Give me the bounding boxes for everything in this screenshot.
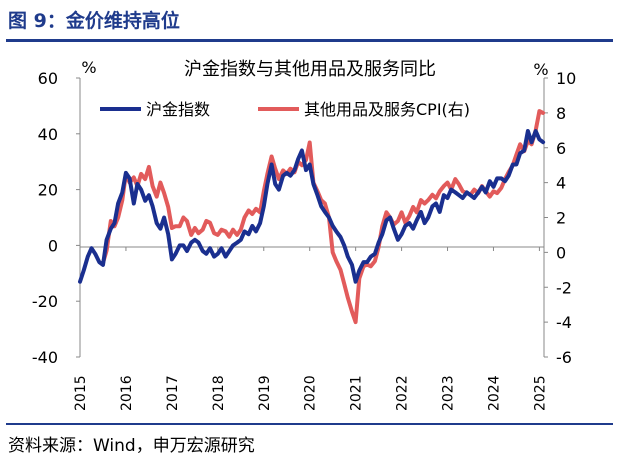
x-tick-label: 2018 [211, 375, 227, 411]
legend-label-cpi: 其他用品及服务CPI(右) [304, 100, 470, 119]
right-tick-label: -4 [556, 313, 572, 332]
right-tick-label: 10 [556, 69, 576, 88]
right-axis-unit: % [533, 60, 548, 79]
series-line-other-cpi [101, 109, 546, 325]
right-tick-label: -2 [556, 278, 572, 297]
x-tick-label: 2025 [532, 375, 548, 411]
x-tick-label: 2023 [441, 375, 457, 411]
left-tick-label: -20 [32, 292, 58, 311]
left-tick-label: 60 [38, 69, 58, 88]
right-tick-label: -6 [556, 348, 572, 367]
x-tick-label: 2015 [73, 375, 89, 411]
x-tick-label: 2017 [165, 375, 181, 411]
right-tick-label: 4 [556, 174, 566, 193]
left-axis-unit: % [81, 58, 96, 77]
right-tick-label: 2 [556, 209, 566, 228]
left-tick-label: 0 [48, 236, 58, 255]
left-tick-label: -40 [32, 348, 58, 367]
x-tick-label: 2020 [303, 375, 319, 411]
source-note: 资料来源：Wind，申万宏源研究 [8, 436, 255, 456]
figure-title: 图 9：金价维持高位 [8, 10, 180, 32]
x-tick-label: 2022 [395, 375, 411, 411]
right-tick-label: 8 [556, 104, 566, 123]
left-tick-label: 20 [38, 181, 58, 200]
title-rule [6, 39, 613, 42]
x-tick-label: 2024 [486, 375, 502, 411]
series-line-gold-index [78, 129, 546, 284]
right-tick-label: 0 [556, 243, 566, 262]
footer-rule [6, 423, 613, 425]
x-tick-label: 2019 [257, 375, 273, 411]
left-tick-label: 40 [38, 125, 58, 144]
series-lines [78, 109, 546, 325]
x-tick-label: 2016 [119, 375, 135, 411]
chart-title: 沪金指数与其他用品及服务同比 [184, 59, 436, 80]
right-tick-label: 6 [556, 139, 566, 158]
x-tick-label: 2021 [349, 375, 365, 411]
legend: 沪金指数 其他用品及服务CPI(右) [100, 100, 470, 119]
legend-label-gold: 沪金指数 [146, 100, 210, 119]
